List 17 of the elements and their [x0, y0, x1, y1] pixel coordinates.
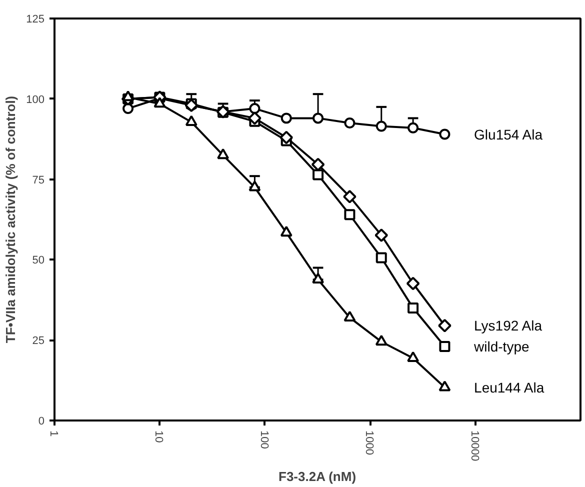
- series-label: Lys192 Ala: [474, 318, 542, 334]
- y-tick-label: 125: [26, 14, 45, 26]
- y-axis-title: TF•VIIa amidolytic activity (% of control): [3, 96, 18, 344]
- x-tick-label: 10: [152, 430, 165, 443]
- x-axis-title: F3-3.2A (nM): [278, 469, 356, 484]
- series-label: wild-type: [473, 338, 530, 355]
- x-tick-label: 1000: [363, 430, 376, 455]
- series-label: Leu144 Ala: [474, 379, 544, 396]
- x-tick-label: 100: [258, 430, 270, 449]
- y-tick-label: 100: [26, 94, 45, 106]
- y-tick-label: 75: [32, 174, 45, 186]
- y-tick-label: 50: [32, 254, 45, 267]
- x-tick-label: 1: [48, 430, 60, 437]
- y-tick-label: 25: [32, 335, 45, 348]
- series-label: Glu154 Ala: [474, 126, 543, 142]
- x-tick-label: 10000: [468, 430, 480, 462]
- y-tick-label: 0: [38, 416, 45, 428]
